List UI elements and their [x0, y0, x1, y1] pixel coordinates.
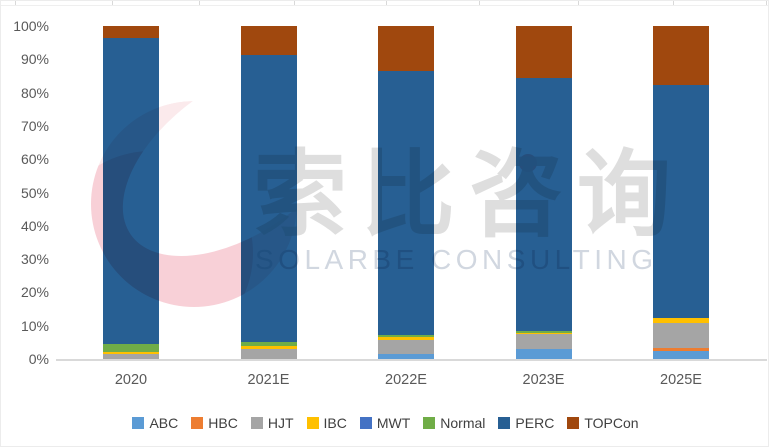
x-tick-label: 2020	[114, 372, 148, 388]
y-tick-label: 10%	[20, 317, 49, 334]
bar-segment-ABC	[515, 349, 572, 359]
bar-segment-HJT	[515, 334, 572, 350]
bar-segment-Normal	[378, 334, 434, 338]
ruler-tick	[199, 1, 200, 5]
bar-segment-ABC	[653, 351, 709, 359]
legend-swatch-icon	[498, 417, 511, 429]
y-tick-label: 60%	[20, 151, 49, 168]
bar-segment-TOPCon	[240, 26, 297, 55]
ruler-tick	[479, 1, 480, 5]
stacked-bar-2022E	[378, 26, 434, 359]
watermark-chinese-text: 索比咨询	[253, 141, 686, 250]
bar-segment-Normal	[515, 331, 572, 333]
y-tick-label: 100%	[13, 18, 49, 34]
legend-label: Normal	[440, 415, 486, 431]
ruler-tick	[112, 1, 113, 5]
bar-segment-PERC	[515, 78, 572, 332]
x-tick-label: 2025E	[660, 372, 702, 388]
y-tick-label: 70%	[20, 117, 49, 134]
ruler-tick	[294, 1, 295, 5]
legend-label: PERC	[515, 415, 555, 431]
bar-segment-HJT	[240, 349, 297, 359]
bar-segment-TOPCon	[653, 26, 709, 85]
legend-label: ABC	[149, 415, 179, 431]
y-tick-label: 0%	[28, 351, 49, 367]
legend-item-PERC: PERC	[498, 415, 554, 431]
x-tick-label: 2023E	[522, 372, 565, 388]
legend-item-HJT: HJT	[250, 415, 294, 431]
stacked-bar-2020	[103, 26, 159, 359]
ruler-tick	[15, 1, 16, 5]
y-tick-label: 80%	[20, 84, 49, 101]
bar-segment-PERC	[103, 38, 159, 345]
legend-swatch-icon	[359, 417, 372, 429]
bar-segment-HBC	[653, 347, 709, 352]
ruler-tick	[673, 1, 674, 5]
bar-segment-PERC	[378, 70, 434, 335]
ruler-tick	[386, 1, 387, 5]
bar-segment-TOPCon	[515, 26, 572, 79]
x-axis-line	[56, 359, 767, 361]
bar-segment-TOPCon	[103, 26, 159, 39]
legend-label: TOPCon	[584, 415, 639, 431]
legend-item-HBC: HBC	[191, 415, 238, 431]
bar-segment-HJT	[653, 323, 709, 348]
legend-item-Normal: Normal	[423, 415, 485, 431]
bar-segment-IBC	[103, 351, 159, 355]
legend-item-MWT: MWT	[359, 415, 411, 431]
stacked-bar-2023E	[515, 26, 572, 359]
bar-segment-HJT	[378, 340, 434, 355]
spreadsheet-edge-artifact	[1, 1, 768, 6]
ruler-tick	[578, 1, 579, 5]
stacked-bar-2025E	[653, 26, 709, 359]
bar-segment-IBC	[378, 337, 434, 341]
legend-item-ABC: ABC	[132, 415, 178, 431]
legend-swatch-icon	[306, 417, 319, 429]
legend-label: IBC	[323, 415, 347, 431]
bar-segment-Normal	[103, 344, 159, 352]
bar-segment-PERC	[240, 54, 297, 343]
legend-swatch-icon	[191, 417, 204, 429]
legend-label: HBC	[208, 415, 238, 431]
legend-label: MWT	[376, 415, 411, 431]
legend-item-TOPCon: TOPCon	[567, 415, 639, 431]
legend: ABC HBC HJT IBC MWT Normal PERC TOPCon	[1, 415, 768, 431]
bar-segment-IBC	[653, 317, 709, 324]
legend-swatch-icon	[567, 417, 580, 429]
y-tick-label: 90%	[20, 51, 49, 68]
x-tick-label: 2022E	[385, 372, 427, 388]
bar-segment-IBC	[515, 332, 572, 335]
bar-segment-ABC	[378, 354, 434, 359]
bar-segment-TOPCon	[378, 26, 434, 71]
bar-segment-IBC	[240, 345, 297, 350]
legend-swatch-icon	[132, 417, 145, 429]
legend-swatch-icon	[250, 417, 263, 429]
y-tick-label: 50%	[20, 184, 49, 201]
legend-label: HJT	[267, 415, 294, 431]
y-tick-label: 30%	[20, 251, 49, 268]
y-tick-label: 40%	[20, 217, 49, 234]
bar-segment-PERC	[653, 84, 709, 318]
bar-segment-HJT	[103, 354, 159, 359]
bar-segment-Normal	[240, 342, 297, 346]
legend-item-IBC: IBC	[306, 415, 347, 431]
ruler-tick	[766, 1, 767, 5]
legend-swatch-icon	[423, 417, 436, 429]
stacked-bar-2021E	[240, 26, 297, 359]
x-tick-label: 2021E	[247, 372, 290, 388]
y-tick-label: 20%	[20, 284, 49, 301]
